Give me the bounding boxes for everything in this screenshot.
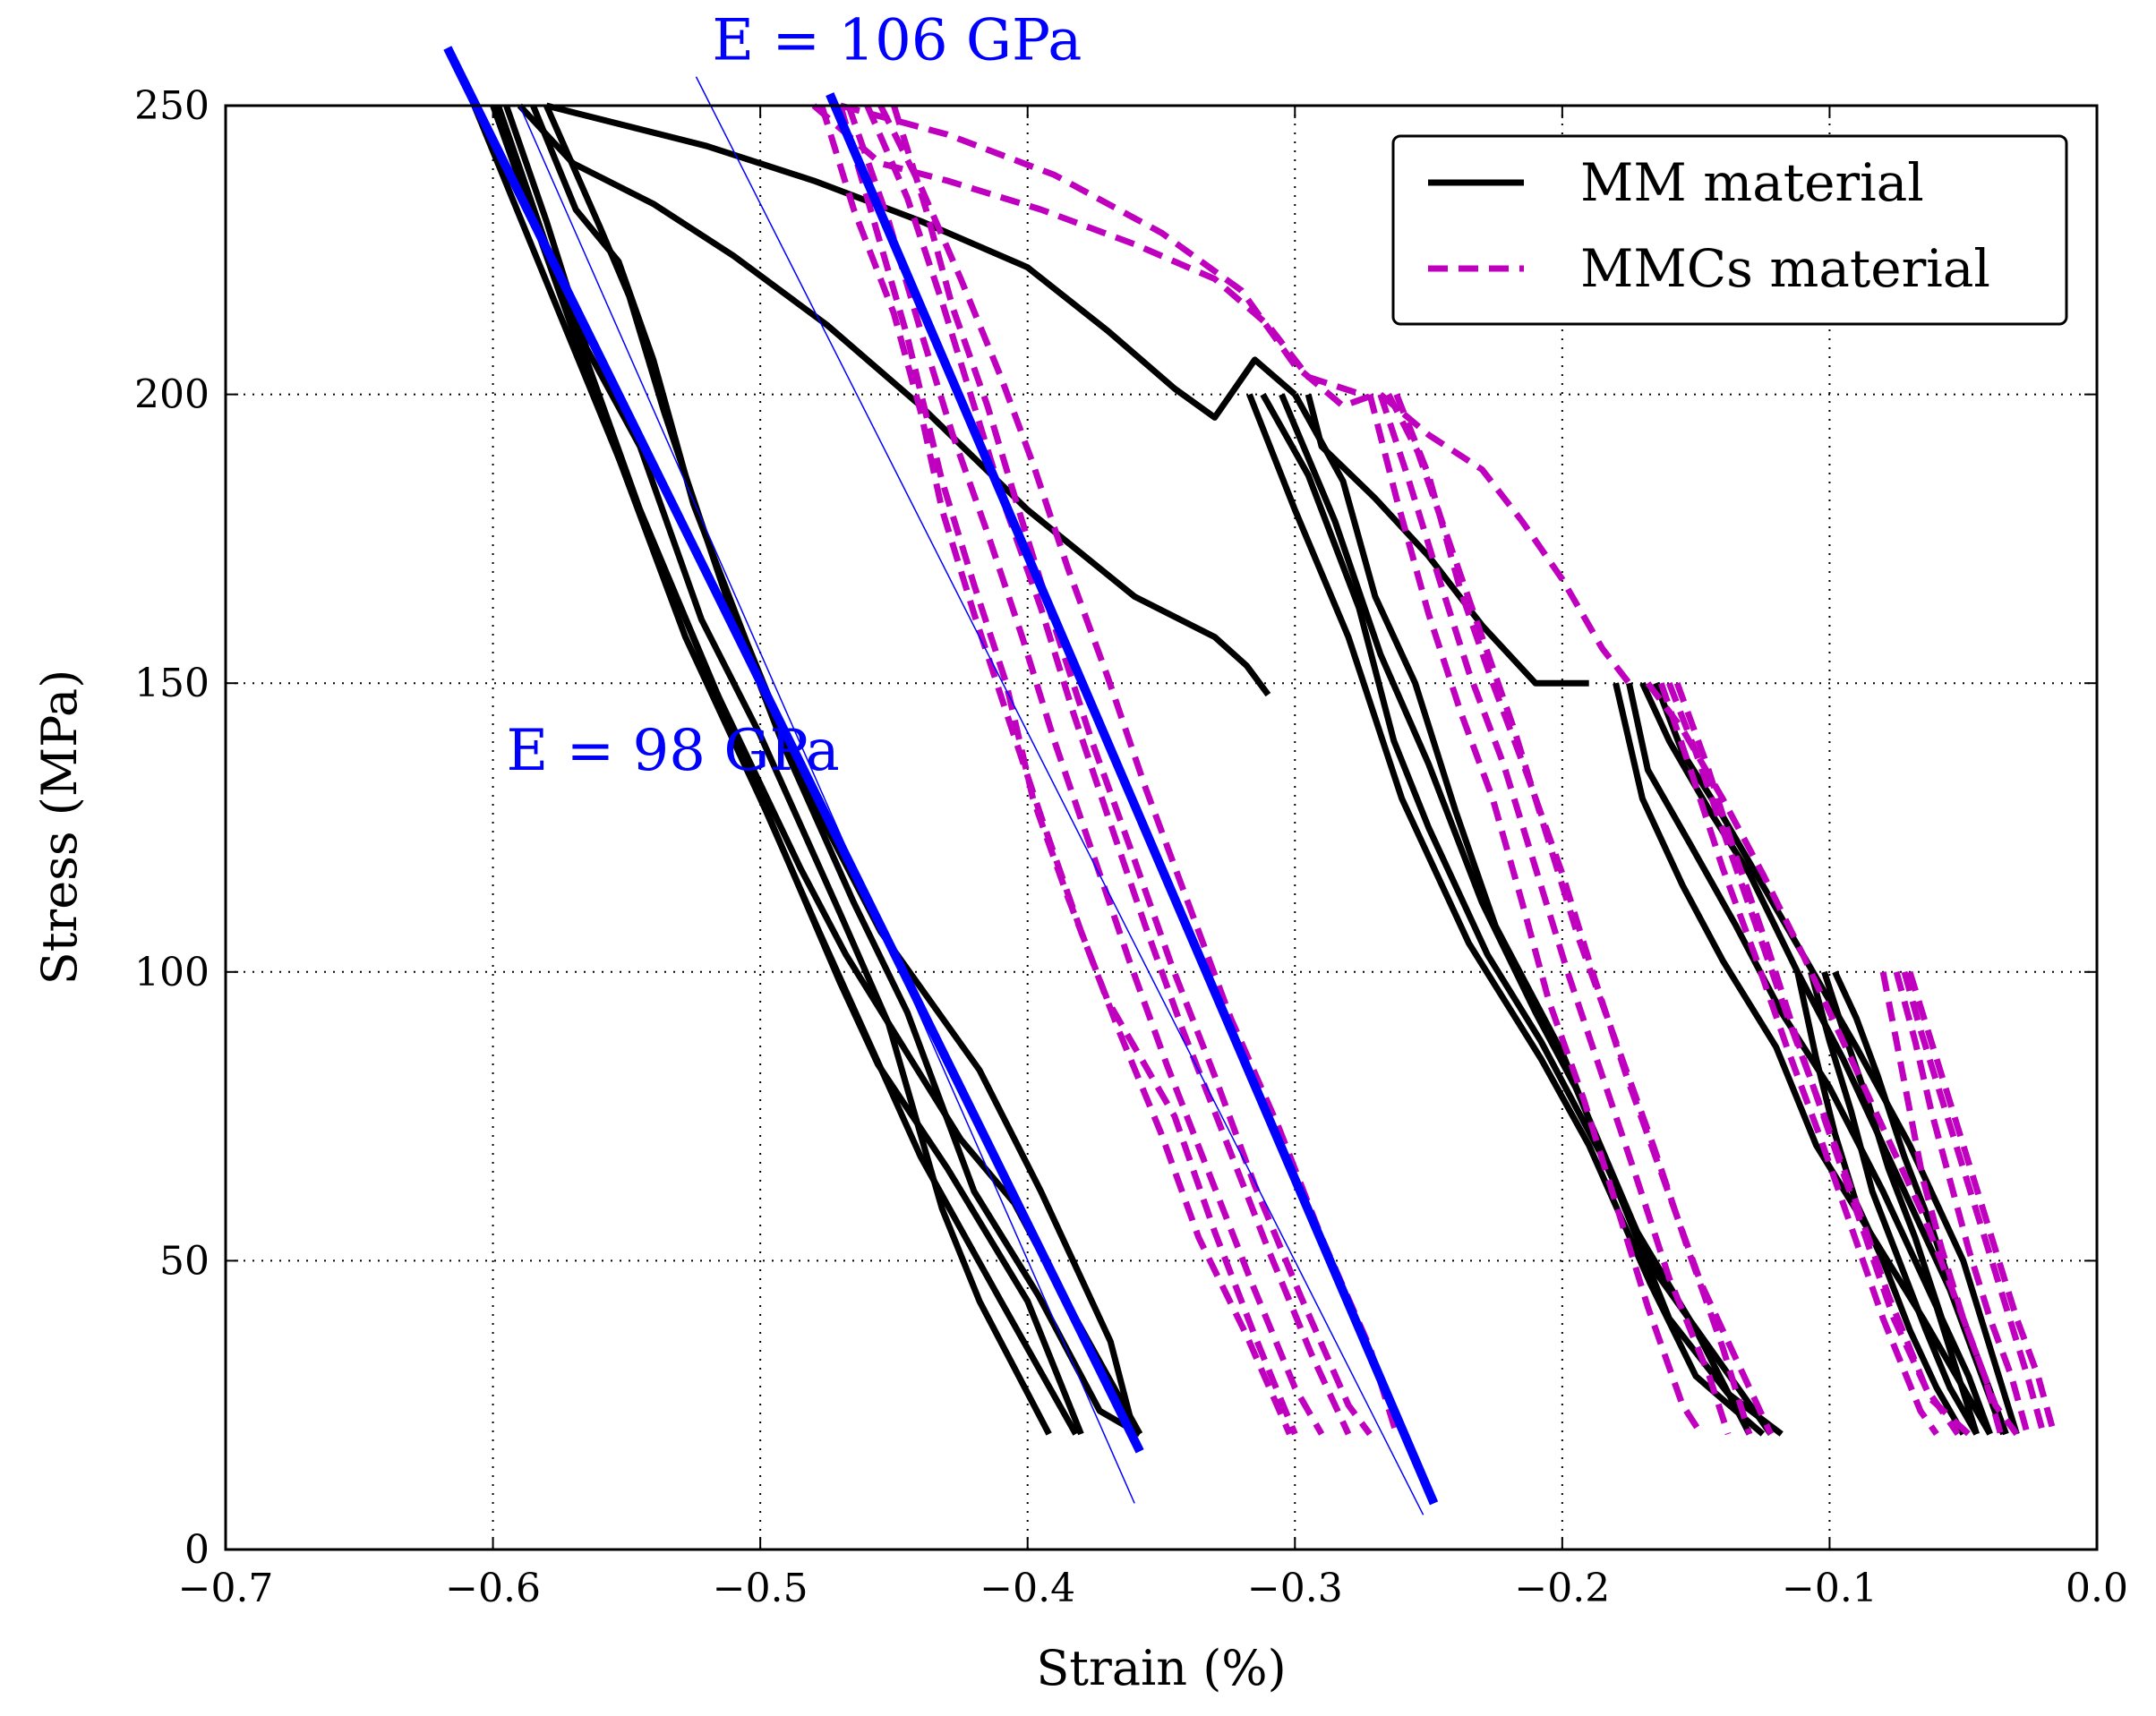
series-line bbox=[818, 104, 1293, 1436]
x-tick-label: −0.7 bbox=[178, 1566, 274, 1611]
legend-label-mm: MM material bbox=[1580, 152, 1924, 213]
x-tick-label: −0.3 bbox=[1247, 1566, 1343, 1611]
x-tick-label: −0.1 bbox=[1782, 1566, 1878, 1611]
series-line bbox=[1821, 970, 1993, 1436]
y-tick-label: 50 bbox=[159, 1238, 210, 1284]
series-line bbox=[1393, 393, 1774, 1436]
series-line bbox=[839, 102, 1377, 409]
series-line bbox=[811, 103, 1363, 397]
series-line bbox=[545, 102, 1297, 421]
y-axis-title: Stress (MPa) bbox=[31, 670, 88, 986]
series-line bbox=[1808, 970, 1980, 1436]
series-line bbox=[1292, 392, 1784, 1437]
legend: MM material MMCs material bbox=[1391, 134, 2068, 326]
series-mm-material bbox=[471, 102, 2020, 1438]
series-line bbox=[1657, 682, 1939, 1437]
series-line bbox=[1893, 970, 2031, 1435]
series-line bbox=[1906, 970, 2058, 1435]
x-axis-title: Strain (%) bbox=[1036, 1640, 1286, 1696]
series-line bbox=[1377, 393, 1732, 1436]
series-line bbox=[1366, 393, 1705, 1436]
series-line bbox=[1246, 393, 1766, 1437]
grid-lines bbox=[226, 106, 2097, 1550]
plot-frame bbox=[224, 104, 2099, 1551]
annotation-e-106: E = 106 GPa bbox=[712, 7, 1082, 73]
annotations: E = 106 GPa E = 98 GPa bbox=[507, 7, 1082, 784]
x-tick-label: −0.4 bbox=[980, 1566, 1075, 1611]
series-line bbox=[1794, 971, 1966, 1436]
modulus-fit-line bbox=[443, 46, 1144, 1454]
series-line bbox=[1626, 682, 1980, 1436]
series-line bbox=[845, 104, 1325, 1436]
modulus-fit-line bbox=[826, 92, 1439, 1506]
y-tick-label: 0 bbox=[184, 1527, 210, 1573]
series-line bbox=[864, 104, 1352, 1436]
series-line bbox=[1901, 970, 2047, 1435]
axis-ticks: −0.7 −0.6 −0.5 −0.4 −0.3 −0.2 −0.1 0.0 0 50 100 150… bbox=[134, 83, 2128, 1611]
series-line bbox=[1879, 971, 2004, 1435]
series-line bbox=[1378, 391, 1632, 686]
y-tick-label: 200 bbox=[134, 372, 210, 418]
x-tick-label: 0.0 bbox=[2066, 1566, 2128, 1611]
plot-area bbox=[443, 46, 2058, 1515]
series-line bbox=[1673, 682, 1972, 1437]
y-tick-label: 100 bbox=[134, 950, 210, 995]
x-tick-label: −0.2 bbox=[1514, 1566, 1610, 1611]
legend-box bbox=[1391, 134, 2068, 326]
modulus-guide-line bbox=[695, 76, 1424, 1515]
x-tick-label: −0.5 bbox=[713, 1566, 808, 1611]
annotation-e-98: E = 98 GPa bbox=[507, 718, 840, 784]
legend-label-mmcs: MMCs material bbox=[1580, 238, 1990, 299]
y-tick-label: 150 bbox=[134, 661, 210, 706]
series-line bbox=[891, 104, 1373, 1437]
series-line bbox=[1645, 681, 2020, 1437]
series-line bbox=[1305, 393, 1589, 687]
modulus-guide-line bbox=[518, 105, 1135, 1504]
series-line bbox=[1613, 682, 1993, 1436]
x-tick-label: −0.6 bbox=[445, 1566, 541, 1611]
y-tick-label: 250 bbox=[134, 83, 210, 129]
